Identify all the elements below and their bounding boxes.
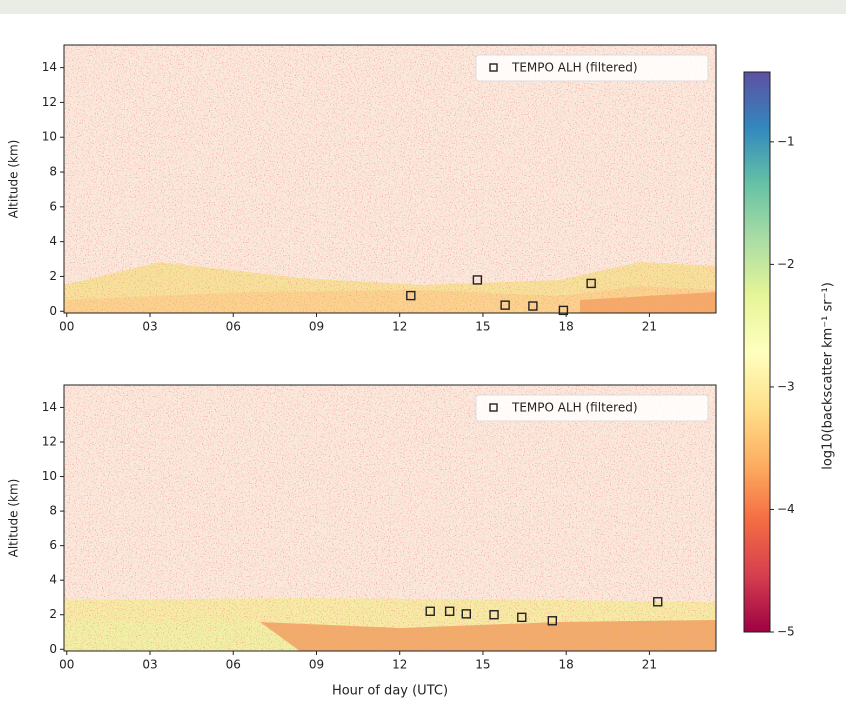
y-tick-label: 12: [42, 435, 57, 449]
y-tick-label: 0: [49, 304, 57, 318]
x-tick-label: 21: [642, 320, 657, 334]
colorbar-label: log10(backscatter km⁻¹ sr⁻¹): [821, 282, 836, 470]
x-tick-label: 18: [559, 320, 574, 334]
marker: [489, 610, 499, 620]
x-tick-label: 03: [142, 320, 157, 334]
y-tick-label: 10: [42, 130, 57, 144]
x-tick-label: 18: [559, 658, 574, 672]
colorbar-tick-label: −2: [777, 257, 795, 271]
heatmap-top: [64, 45, 716, 313]
legend-marker: [489, 63, 498, 72]
y-tick-label: 14: [42, 400, 57, 414]
legend-box: [475, 394, 709, 422]
colorbar-tick-label: −4: [777, 502, 795, 516]
y-tick-label: 0: [49, 642, 57, 656]
colorbar-tick-label: −1: [777, 134, 795, 148]
y-axis-title: Altitude (km): [7, 479, 21, 558]
y-tick-label: 2: [49, 269, 57, 283]
x-tick-label: 00: [59, 320, 74, 334]
marker: [547, 616, 558, 626]
x-tick-label: 06: [226, 320, 241, 334]
x-tick-label: 09: [309, 658, 324, 672]
x-tick-label: 15: [475, 658, 490, 672]
y-tick-label: 12: [42, 95, 57, 109]
marker: [528, 301, 538, 311]
marker: [461, 609, 471, 619]
heatmap-bottom: [64, 385, 716, 651]
x-tick-label: 12: [392, 658, 407, 672]
marker: [653, 597, 663, 607]
y-tick-label: 10: [42, 469, 57, 483]
x-tick-label: 06: [226, 658, 241, 672]
legend-label: TEMPO ALH (filtered): [511, 401, 638, 415]
y-tick-label: 8: [49, 165, 57, 179]
x-tick-label: 15: [475, 320, 490, 334]
x-axis-title: Hour of day (UTC): [332, 684, 448, 699]
colorbar: [743, 71, 771, 633]
y-tick-label: 6: [49, 199, 57, 213]
x-tick-label: 09: [309, 320, 324, 334]
y-tick-label: 4: [49, 573, 57, 587]
y-tick-label: 2: [49, 607, 57, 621]
marker: [472, 275, 483, 285]
legend-marker: [489, 403, 498, 412]
marker: [500, 300, 510, 310]
x-tick-label: 03: [142, 658, 157, 672]
y-tick-label: 8: [49, 504, 57, 518]
marker: [425, 606, 435, 616]
marker: [444, 606, 455, 616]
plot-frame: [63, 44, 717, 314]
y-axis-title: Altitude (km): [7, 140, 21, 219]
marker: [517, 612, 527, 623]
x-tick-label: 00: [59, 658, 74, 672]
colorbar-tick-label: −3: [777, 379, 795, 393]
y-tick-label: 6: [49, 538, 57, 552]
plot-frame: [63, 384, 717, 652]
x-tick-label: 21: [642, 658, 657, 672]
y-tick-label: 14: [42, 60, 57, 74]
marker: [586, 278, 596, 289]
legend-label: TEMPO ALH (filtered): [511, 61, 638, 75]
marker: [406, 290, 416, 301]
legend-box: [475, 54, 709, 82]
x-tick-label: 12: [392, 320, 407, 334]
colorbar-tick-label: −5: [777, 625, 795, 639]
marker: [558, 305, 569, 316]
y-tick-label: 4: [49, 234, 57, 248]
